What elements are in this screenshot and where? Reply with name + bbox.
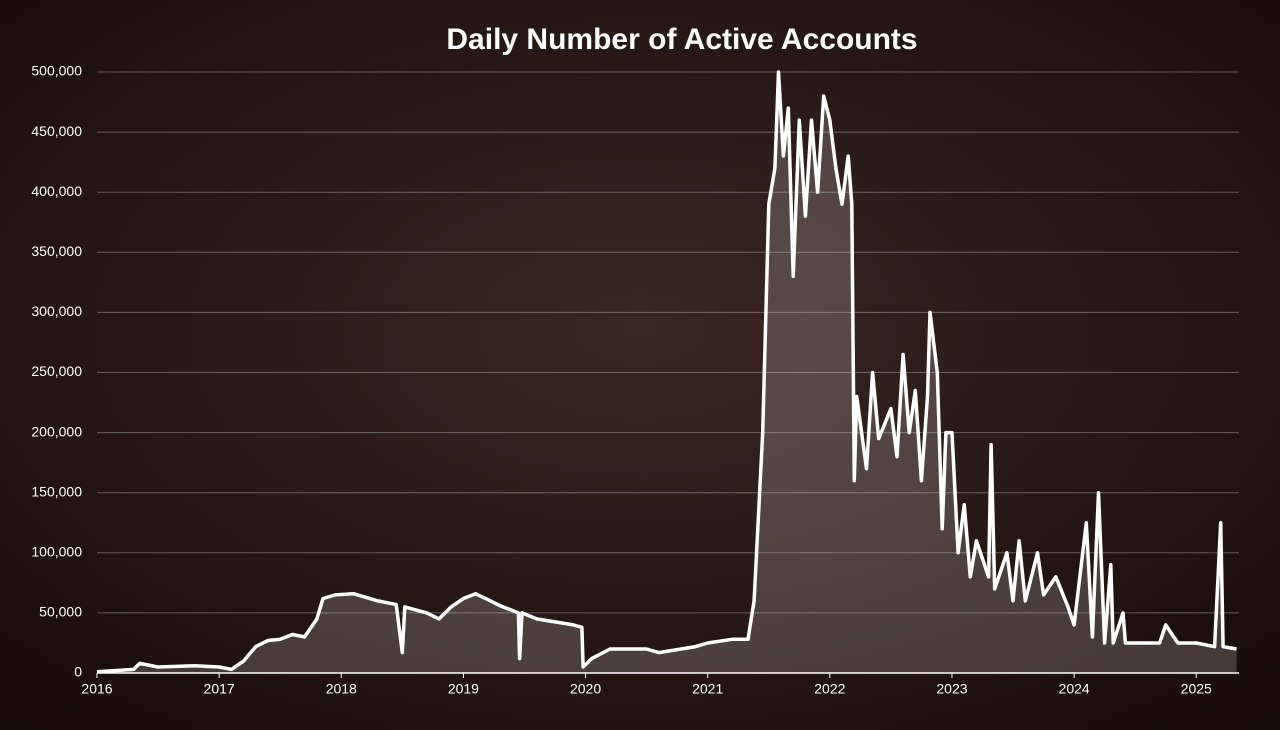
x-tick-label: 2019 <box>448 681 479 697</box>
x-tick-label: 2021 <box>692 681 723 697</box>
area <box>97 72 1237 673</box>
x-tick-label: 2016 <box>81 681 112 697</box>
x-tick-label: 2017 <box>204 681 235 697</box>
y-tick-label: 300,000 <box>31 303 82 319</box>
y-tick-label: 350,000 <box>31 243 82 259</box>
y-tick-label: 250,000 <box>31 363 82 379</box>
x-tick-label: 2020 <box>570 681 601 697</box>
y-tick-label: 50,000 <box>39 604 82 620</box>
x-tick-label: 2023 <box>936 681 967 697</box>
y-tick-label: 200,000 <box>31 423 82 439</box>
line <box>96 70 1237 674</box>
y-tick-label: 0 <box>74 664 82 680</box>
y-tick-label: 400,000 <box>31 183 82 199</box>
x-tick-label: 2022 <box>814 681 845 697</box>
x-tick-label: 2018 <box>326 681 357 697</box>
x-tick-label: 2024 <box>1059 681 1090 697</box>
y-tick-label: 500,000 <box>31 63 82 79</box>
y-tick-label: 150,000 <box>31 483 82 499</box>
chart-title: Daily Number of Active Accounts <box>446 23 917 56</box>
y-tick-label: 450,000 <box>31 123 82 139</box>
x-tick-label: 2025 <box>1181 681 1212 697</box>
y-tick-label: 100,000 <box>31 544 82 560</box>
